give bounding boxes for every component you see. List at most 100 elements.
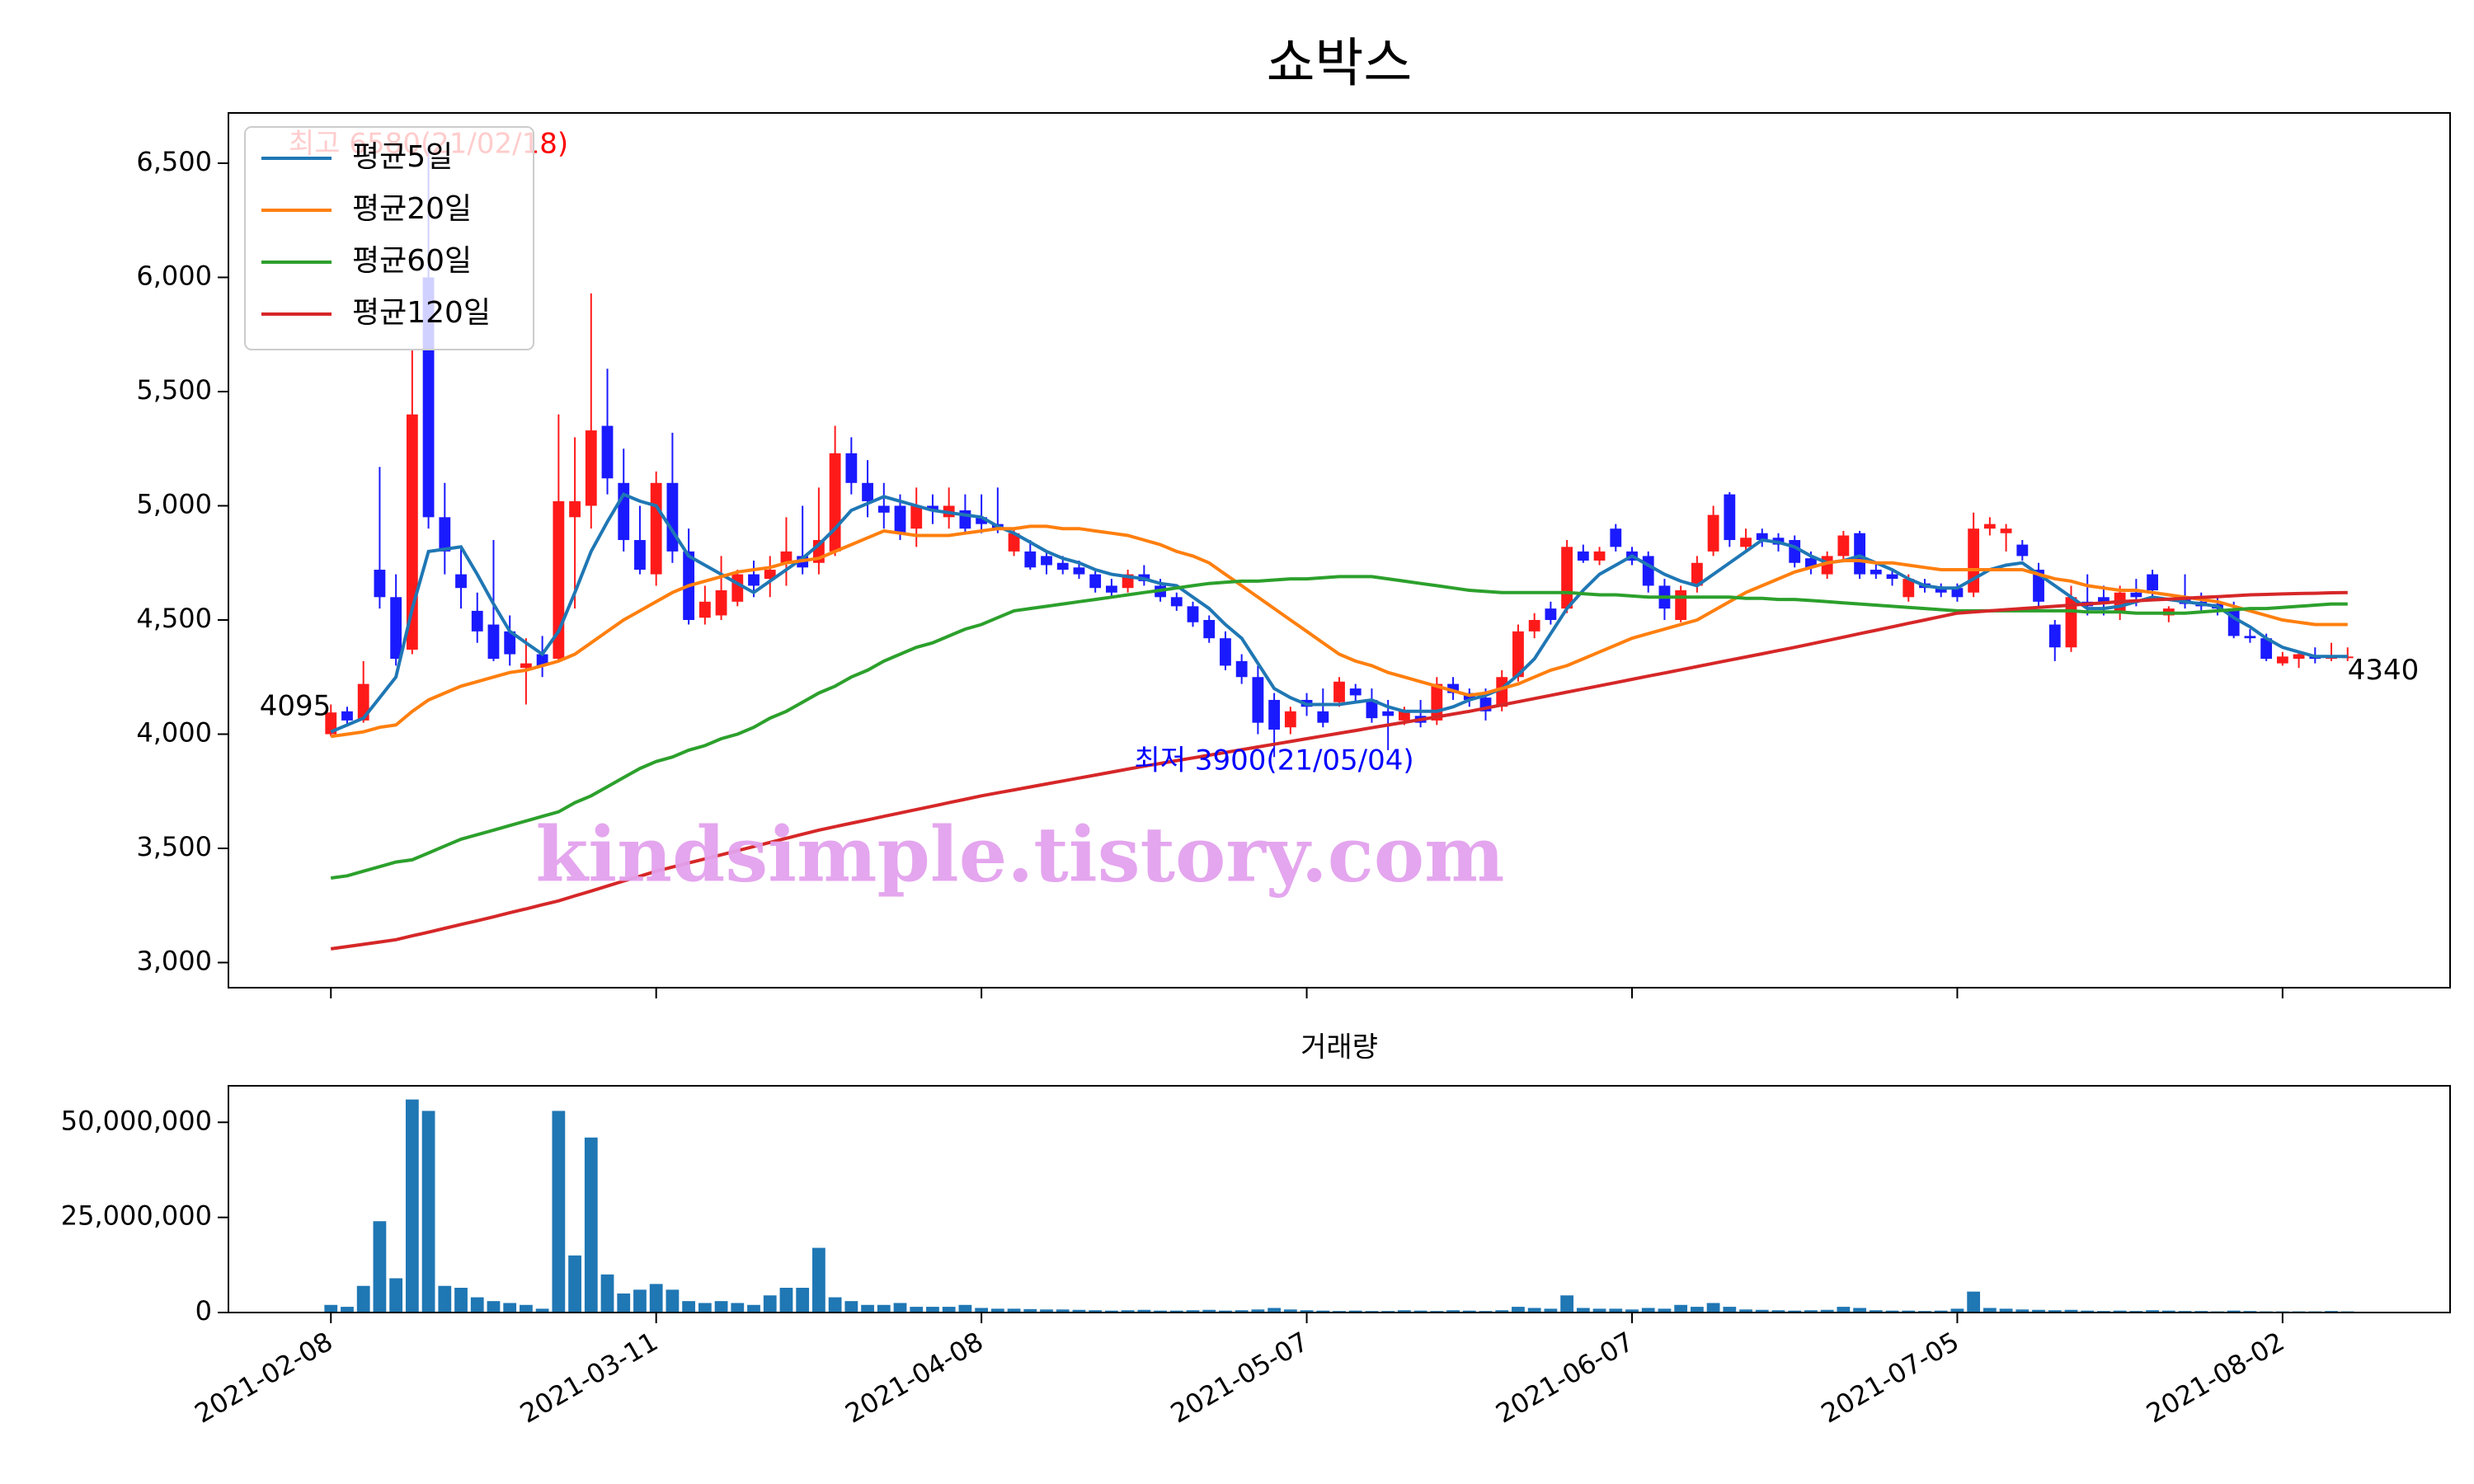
- candle-body: [455, 574, 467, 589]
- start-annotation: 4095: [260, 690, 332, 723]
- legend-label: 평균5일: [352, 140, 453, 174]
- volume-bar: [747, 1304, 760, 1313]
- candle-body: [2130, 592, 2142, 598]
- volume-bar: [1007, 1308, 1021, 1313]
- y-tick-label: 50,000,000: [61, 1105, 212, 1136]
- volume-bar: [2064, 1309, 2078, 1313]
- y-tick-label: 25,000,000: [61, 1200, 212, 1232]
- volume-bar: [1495, 1310, 1509, 1313]
- volume-bar: [731, 1303, 745, 1313]
- volume-bar: [1560, 1295, 1573, 1313]
- volume-bar: [698, 1303, 712, 1313]
- y-tick-label: 4,500: [136, 603, 212, 634]
- volume-bar: [1413, 1310, 1427, 1313]
- volume-bar: [1674, 1304, 1688, 1313]
- candle-body: [764, 570, 776, 580]
- candle-body: [748, 574, 760, 586]
- volume-bar: [861, 1304, 874, 1313]
- candle-body: [1024, 551, 1037, 568]
- volume-bar: [1235, 1310, 1249, 1313]
- candle-body: [1382, 711, 1395, 716]
- candle-body: [1349, 688, 1362, 696]
- candle-body: [1724, 494, 1736, 541]
- candle-body: [1886, 574, 1898, 580]
- candle-body: [1366, 699, 1378, 719]
- candle-body: [2000, 528, 2012, 533]
- candle-body: [2276, 656, 2288, 664]
- volume-bar: [2146, 1310, 2159, 1313]
- candle-body: [1610, 528, 1622, 547]
- volume-bar: [1869, 1310, 1883, 1313]
- volume-bar: [1056, 1309, 1070, 1313]
- candle-body: [1903, 579, 1915, 598]
- volume-bar: [389, 1278, 403, 1313]
- candle-body: [1512, 631, 1524, 678]
- volume-bar: [1089, 1310, 1103, 1313]
- candle-body: [1935, 588, 1947, 593]
- candle-body: [1675, 589, 1687, 620]
- volume-bar: [633, 1289, 647, 1313]
- volume-bar: [682, 1301, 696, 1313]
- candle-body: [1268, 699, 1281, 730]
- volume-bar: [877, 1304, 891, 1313]
- volume-bar: [600, 1274, 614, 1313]
- candle-body: [666, 482, 679, 552]
- y-tick-label: 3,500: [136, 831, 212, 862]
- volume-bar: [1999, 1308, 2013, 1313]
- volume-bar: [584, 1137, 598, 1313]
- volume-bar: [1837, 1307, 1851, 1313]
- candle-body: [877, 505, 890, 513]
- volume-bar: [893, 1303, 907, 1313]
- candle-body: [1642, 556, 1654, 586]
- volume-bar: [1316, 1310, 1330, 1313]
- volume-bar: [1902, 1310, 1916, 1313]
- candle-body: [1398, 711, 1410, 721]
- low-annotation: 최저 3900(21/05/04): [1135, 744, 1414, 777]
- candle-body: [1691, 562, 1703, 586]
- candle-body: [1756, 533, 1768, 541]
- candle-body: [698, 601, 711, 618]
- volume-bar: [714, 1301, 728, 1313]
- volume-bar: [1105, 1310, 1118, 1313]
- candle-body: [1951, 588, 1964, 598]
- volume-bar: [470, 1297, 484, 1313]
- candle-body: [2244, 636, 2256, 639]
- volume-bar: [1885, 1310, 1899, 1313]
- candle-body: [1447, 683, 1459, 693]
- volume-bar: [438, 1285, 452, 1313]
- candle-body: [1593, 551, 1606, 561]
- volume-bar: [2015, 1309, 2030, 1313]
- candle-body: [894, 505, 906, 533]
- volume-bar: [1251, 1309, 1265, 1313]
- volume-bar: [617, 1293, 631, 1313]
- volume-bar: [1739, 1309, 1752, 1313]
- volume-bar: [1527, 1308, 1541, 1313]
- candle-body: [504, 631, 516, 655]
- candle-body: [1105, 585, 1117, 593]
- volume-bar: [1690, 1307, 1704, 1313]
- plot-layer: 3,000 3,500 4,000 4,500 5,000 5,500 6,000 6,500…: [61, 126, 2419, 1430]
- legend-box: [244, 126, 534, 350]
- chart-title: 쇼박스: [1267, 34, 1413, 95]
- candle-body: [1235, 660, 1248, 678]
- candle-body: [2048, 624, 2061, 648]
- candle-body: [1041, 556, 1052, 566]
- volume-bar: [828, 1297, 842, 1313]
- candle-body: [1008, 533, 1020, 552]
- candle-body: [1089, 574, 1102, 589]
- candle-body: [1220, 638, 1231, 666]
- volume-bar: [1121, 1310, 1135, 1313]
- volume-frame: [228, 1085, 2451, 1313]
- volume-bar: [1641, 1308, 1655, 1313]
- candle-body: [406, 414, 418, 650]
- volume-bar: [1934, 1310, 1948, 1313]
- volume-bar: [1771, 1310, 1785, 1313]
- volume-bar: [1512, 1307, 1525, 1313]
- candle-body: [553, 500, 565, 660]
- volume-bar: [1169, 1310, 1183, 1313]
- volume-bar: [1544, 1308, 1558, 1313]
- y-tick-label: 0: [195, 1295, 212, 1327]
- candle-body: [1187, 606, 1199, 622]
